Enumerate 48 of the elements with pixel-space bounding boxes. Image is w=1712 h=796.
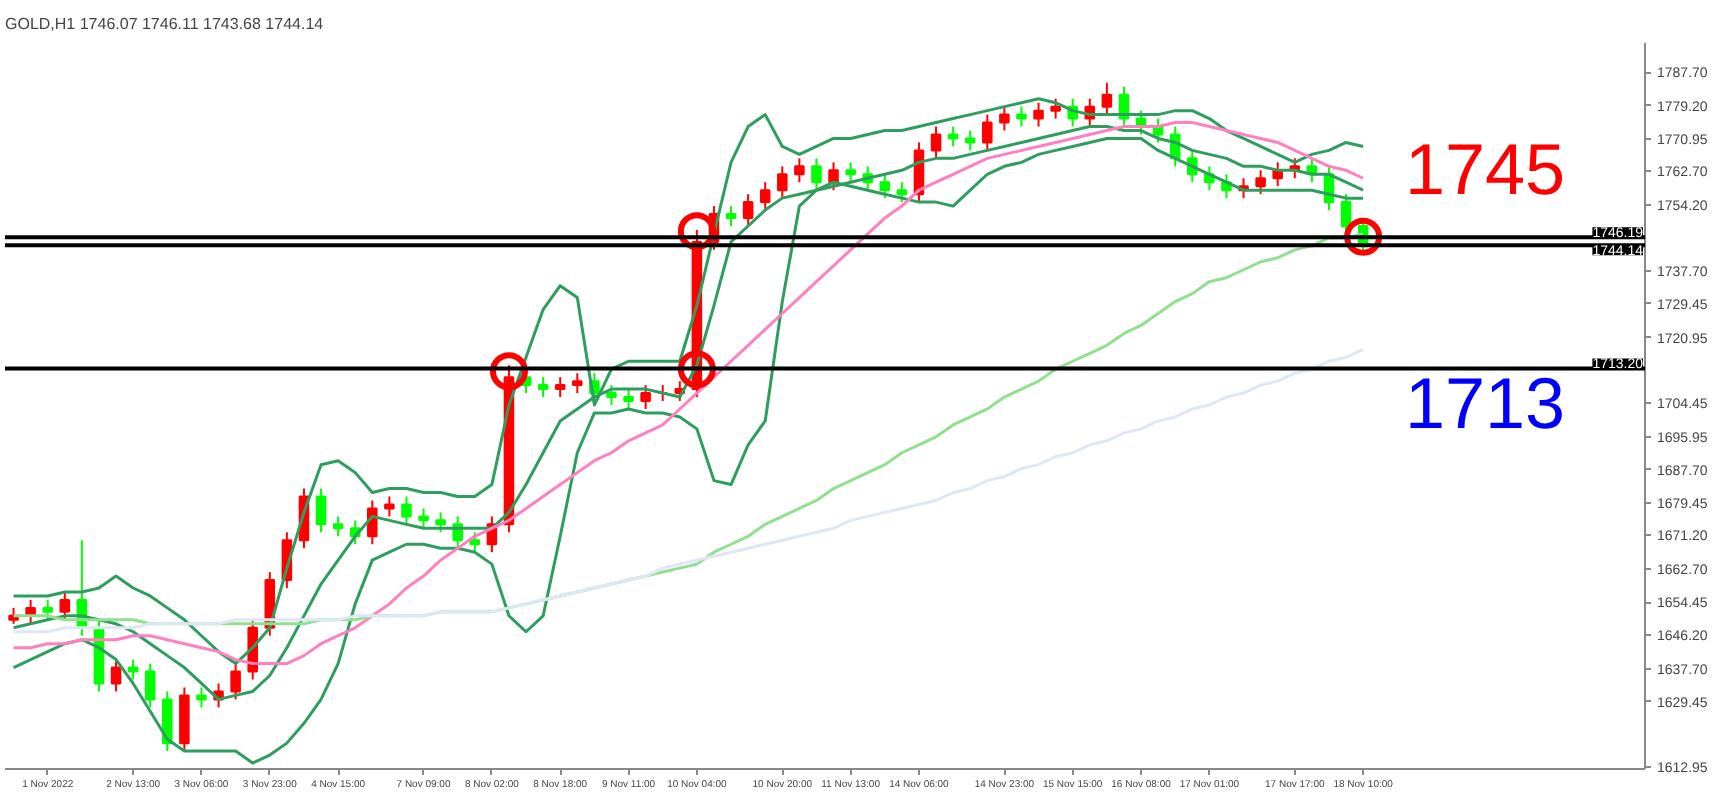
candlestick: [1050, 97, 1061, 120]
candlestick: [930, 125, 942, 160]
candlestick: [947, 125, 959, 148]
line-series: [12, 347, 1365, 634]
annotation: 1745: [1404, 128, 1566, 210]
candlestick: [537, 376, 549, 399]
candlestick: [1016, 105, 1027, 128]
candlestick: [828, 161, 839, 192]
candlestick: [640, 384, 651, 410]
candlestick: [811, 157, 822, 192]
candlestick: [127, 658, 139, 681]
candlestick: [315, 487, 327, 534]
candlestick: [418, 507, 429, 530]
candlestick: [230, 662, 241, 701]
chart-title: GOLD,H1 1746.07 1746.11 1743.68 1744.14: [5, 15, 325, 33]
candlestick: [435, 511, 446, 534]
candlestick: [1340, 193, 1352, 235]
candlestick: [554, 376, 566, 399]
candlestick: [1101, 81, 1113, 116]
candlestick: [623, 388, 634, 410]
candlestick: [42, 598, 53, 621]
candlestick: [742, 193, 754, 227]
candlestick: [777, 165, 788, 200]
annotation: 1713: [1404, 362, 1566, 444]
candlestick: [759, 181, 771, 212]
candlestick: [879, 173, 891, 200]
candlestick: [144, 662, 156, 709]
candlestick: [606, 384, 617, 407]
candlestick: [964, 129, 976, 152]
candlestick: [572, 372, 583, 395]
point: [489, 352, 528, 391]
candlestick: [59, 590, 71, 621]
candlestick: [1255, 169, 1266, 196]
candlestick: [196, 686, 207, 709]
candlestick: [162, 690, 173, 753]
candlestick: [384, 495, 395, 518]
candlestick: [1033, 101, 1044, 128]
candlestick: [110, 658, 122, 693]
candlestick: [845, 161, 856, 184]
candlestick: [332, 515, 344, 538]
candlestick: [794, 157, 805, 184]
candlestick: [725, 205, 737, 227]
candlestick: [999, 105, 1010, 132]
candlestick: [179, 686, 190, 753]
candlestick: [982, 113, 993, 152]
candlestick: [469, 531, 481, 554]
candlestick: [896, 181, 908, 204]
candlestick: [401, 495, 412, 526]
